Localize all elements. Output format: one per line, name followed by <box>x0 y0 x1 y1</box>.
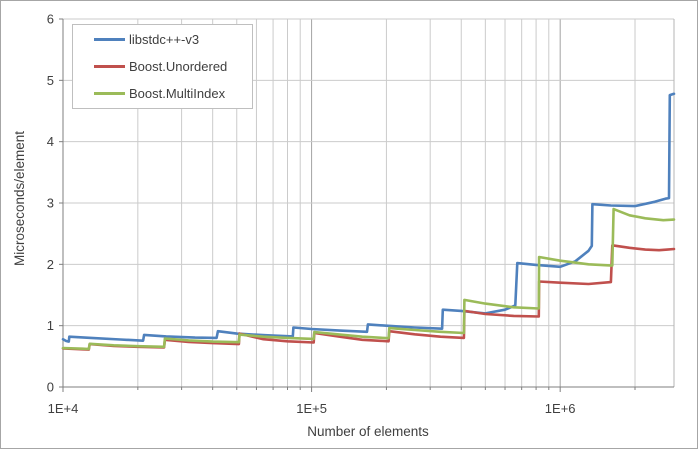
y-tick-label: 2 <box>47 257 54 272</box>
y-tick-label: 6 <box>47 12 54 27</box>
tick-marks <box>59 18 636 392</box>
legend: libstdc++-v3 Boost.Unordered Boost.Multi… <box>72 24 253 109</box>
legend-entry-libstdc: libstdc++-v3 <box>94 26 252 52</box>
legend-line-swatch-green <box>94 92 125 96</box>
y-tick-label: 0 <box>47 380 54 395</box>
axis-lines <box>59 19 674 391</box>
x-tick-label: 1E+5 <box>296 401 327 416</box>
y-tick-label: 5 <box>47 73 54 88</box>
series-line-libstdc++-v3 <box>61 92 676 343</box>
legend-line-swatch-blue <box>94 37 125 41</box>
y-tick-label: 4 <box>47 134 54 149</box>
legend-entry-boost-multiindex: Boost.MultiIndex <box>94 81 252 107</box>
y-tick-label: 1 <box>47 318 54 333</box>
y-axis-title: Microseconds/element <box>12 130 27 266</box>
series-line-Boost.Unordered <box>61 244 676 351</box>
legend-label: Boost.MultiIndex <box>129 86 226 102</box>
y-tick-label: 3 <box>47 196 54 211</box>
x-axis-title: Number of elements <box>307 424 429 439</box>
x-tick-labels: 1E+4 1E+5 1E+6 <box>48 401 576 416</box>
legend-entry-boost-unordered: Boost.Unordered <box>94 54 252 80</box>
x-tick-label: 1E+4 <box>48 401 79 416</box>
legend-label: libstdc++-v3 <box>129 31 200 47</box>
legend-line-swatch-red <box>94 65 125 68</box>
x-tick-label: 1E+6 <box>545 401 576 416</box>
y-tick-labels: 0 1 2 3 4 5 6 <box>47 12 54 395</box>
series-line-Boost.MultiIndex <box>61 207 676 351</box>
legend-label: Boost.Unordered <box>129 59 228 74</box>
